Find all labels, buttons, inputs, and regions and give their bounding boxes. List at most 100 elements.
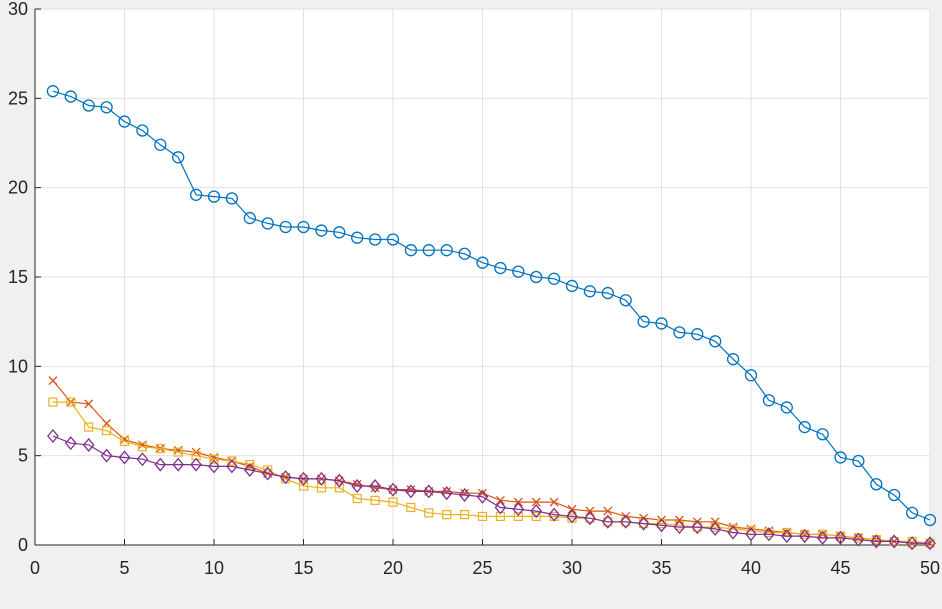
data-point (530, 504, 543, 519)
data-point (207, 190, 221, 203)
data-point (388, 497, 398, 507)
data-point (727, 525, 739, 540)
data-point (369, 479, 381, 494)
tick-labels: 0 5 10 15 20 25 30 35 40 45 50 0 5 10 15 20 25 30 (8, 0, 940, 578)
data-point (136, 452, 149, 467)
data-point (243, 462, 256, 477)
y-tick-label: 10 (8, 356, 28, 376)
data-point (297, 471, 310, 486)
data-point (404, 244, 418, 257)
data-point (780, 529, 793, 544)
data-point (118, 115, 131, 128)
data-point (762, 394, 776, 407)
y-tick-label: 15 (8, 267, 28, 287)
x-tick-label: 10 (204, 558, 224, 578)
data-point (351, 479, 364, 494)
data-point (64, 436, 77, 451)
data-point (82, 437, 95, 452)
data-point (603, 506, 613, 516)
data-point (352, 479, 362, 489)
data-point (512, 265, 525, 278)
data-point (316, 483, 326, 493)
data-point (601, 514, 614, 529)
series-layer (46, 85, 937, 551)
data-point (458, 487, 471, 502)
data-point (352, 493, 362, 504)
data-point (710, 517, 720, 527)
data-point (118, 450, 131, 465)
data-point (565, 279, 579, 293)
data-point (495, 495, 505, 505)
data-point (333, 226, 346, 239)
data-point (637, 315, 650, 328)
x-tick-label: 30 (562, 558, 582, 578)
data-point (279, 470, 292, 485)
y-tick-label: 30 (8, 0, 28, 19)
data-point (476, 489, 489, 504)
data-point (495, 511, 505, 522)
data-point (100, 448, 113, 463)
data-point (172, 457, 185, 472)
data-point (370, 483, 380, 493)
data-point (209, 454, 219, 464)
data-point (798, 420, 811, 434)
data-series (46, 85, 937, 527)
data-point (494, 261, 507, 275)
data-point (567, 504, 577, 514)
data-point (852, 454, 865, 468)
data-point (726, 353, 740, 366)
x-tick-label: 35 (651, 558, 671, 578)
y-tick-label: 5 (18, 446, 28, 466)
data-point (48, 376, 58, 386)
data-point (440, 244, 453, 257)
data-point (566, 509, 578, 524)
y-tick-label: 20 (8, 178, 28, 198)
data-point (208, 459, 220, 474)
data-point (64, 90, 77, 103)
data-point (405, 484, 417, 499)
data-point (834, 530, 847, 545)
data-point (190, 457, 202, 472)
series-line (52, 401, 931, 544)
data-point (100, 101, 113, 114)
data-point (136, 124, 149, 137)
data-point (298, 481, 309, 491)
data-point (387, 482, 399, 497)
data-point (279, 220, 292, 234)
data-point (924, 536, 936, 551)
data-point (816, 428, 829, 441)
data-point (745, 527, 757, 542)
data-point (48, 397, 58, 407)
data-point (261, 217, 274, 230)
data-point (422, 244, 435, 257)
data-point (547, 272, 561, 285)
x-tick-label: 5 (119, 558, 129, 578)
data-point (460, 510, 470, 520)
data-point (297, 220, 310, 234)
data-point (655, 317, 668, 330)
data-point (370, 495, 380, 505)
data-point (780, 401, 793, 414)
x-tick-label: 25 (472, 558, 492, 578)
data-point (655, 518, 668, 533)
data-point (530, 270, 543, 284)
data-point (191, 451, 201, 461)
data-point (137, 442, 147, 452)
data-point (476, 256, 489, 269)
data-point (744, 369, 758, 382)
data-point (84, 399, 94, 409)
data-point (368, 233, 382, 246)
data-point (422, 484, 435, 499)
data-point (584, 511, 596, 526)
data-point (478, 488, 487, 498)
data-point (852, 532, 865, 547)
data-point (619, 294, 632, 307)
data-point (424, 508, 434, 518)
data-point (315, 471, 328, 486)
y-tick-label: 25 (8, 88, 28, 108)
data-point (709, 335, 722, 348)
data-point (440, 486, 453, 501)
axes (34, 8, 931, 546)
